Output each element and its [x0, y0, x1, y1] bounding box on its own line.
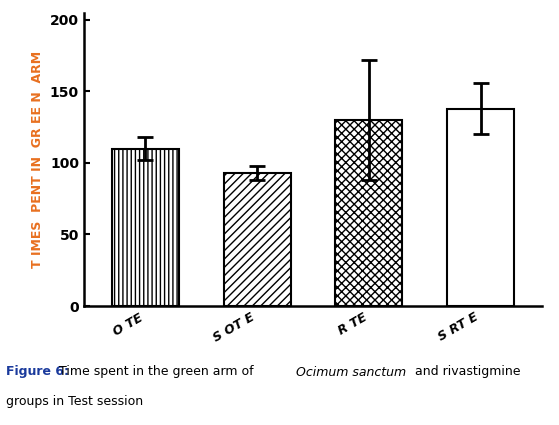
Bar [447, 109, 514, 306]
Text: and rivastigmine: and rivastigmine [411, 366, 520, 379]
Text: Time spent in the green arm of: Time spent in the green arm of [59, 366, 257, 379]
Text: groups in Test session: groups in Test session [6, 395, 143, 408]
Y-axis label: T IMES  PENT IN  GR EE N  ARM: T IMES PENT IN GR EE N ARM [31, 51, 44, 268]
Bar [335, 120, 402, 306]
Text: Ocimum sanctum: Ocimum sanctum [296, 366, 406, 379]
Bar [112, 149, 179, 306]
Bar [224, 173, 291, 306]
Text: Figure 6:: Figure 6: [6, 366, 69, 379]
